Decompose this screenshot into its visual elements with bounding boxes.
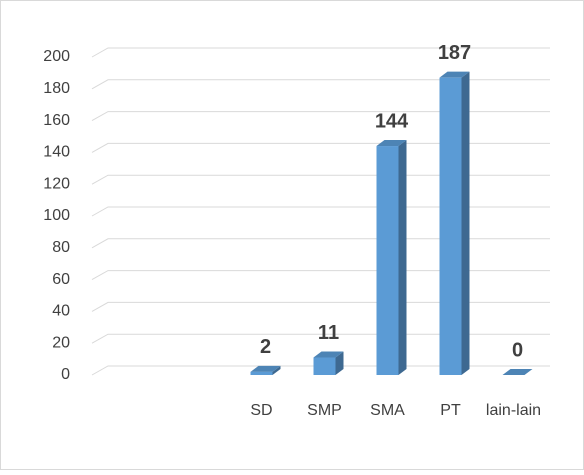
- bar-side: [272, 365, 281, 375]
- bar-top: [439, 71, 470, 78]
- y-tick-label: 140: [43, 144, 70, 161]
- bar-side: [461, 71, 470, 376]
- x-tick-label: SMA: [370, 402, 405, 419]
- bar-top: [313, 351, 344, 358]
- y-tick-label: 40: [52, 303, 70, 320]
- bar: [250, 365, 281, 375]
- bar: [376, 140, 407, 375]
- data-label: 11: [318, 322, 339, 344]
- bar-top: [250, 365, 281, 372]
- y-tick-label: 180: [43, 80, 70, 97]
- x-tick-label: lain-lain: [485, 402, 542, 419]
- bar-front: [313, 357, 336, 375]
- bar-front: [439, 77, 462, 376]
- bar: [502, 369, 533, 375]
- bar-front: [250, 371, 273, 375]
- bar-side: [398, 140, 407, 375]
- bar: [313, 351, 344, 375]
- bar: [439, 71, 470, 376]
- x-tick-label-box: SMA: [370, 402, 405, 419]
- y-tick-label: 60: [52, 271, 70, 288]
- y-tick-label: 200: [43, 48, 70, 65]
- grid-line: [91, 47, 550, 58]
- data-label: 187: [438, 42, 471, 64]
- x-tick-label-box: lain-lain: [485, 402, 542, 419]
- x-tick-label-box: SMP: [307, 402, 342, 419]
- grid-line: [91, 79, 550, 90]
- x-tick-label-box: SD: [250, 402, 273, 419]
- y-tick-label: 160: [43, 112, 70, 129]
- bar-top: [502, 369, 533, 375]
- x-tick-label-box: PT: [440, 402, 461, 419]
- data-label: 0: [512, 339, 523, 361]
- bar-front: [376, 146, 399, 375]
- data-label: 2: [260, 336, 271, 358]
- y-tick-label: 120: [43, 175, 70, 192]
- y-tick-label: 100: [43, 207, 70, 224]
- bar-top: [376, 140, 407, 147]
- x-tick-label: PT: [440, 402, 461, 419]
- x-tick-label: SD: [250, 402, 273, 419]
- data-label: 144: [375, 110, 409, 132]
- y-tick-label: 80: [52, 239, 70, 256]
- y-tick-label: 20: [52, 334, 70, 351]
- y-tick-label: 0: [61, 366, 70, 383]
- x-tick-label: SMP: [307, 402, 342, 419]
- grid-line: [91, 111, 550, 122]
- bar-side: [335, 351, 344, 375]
